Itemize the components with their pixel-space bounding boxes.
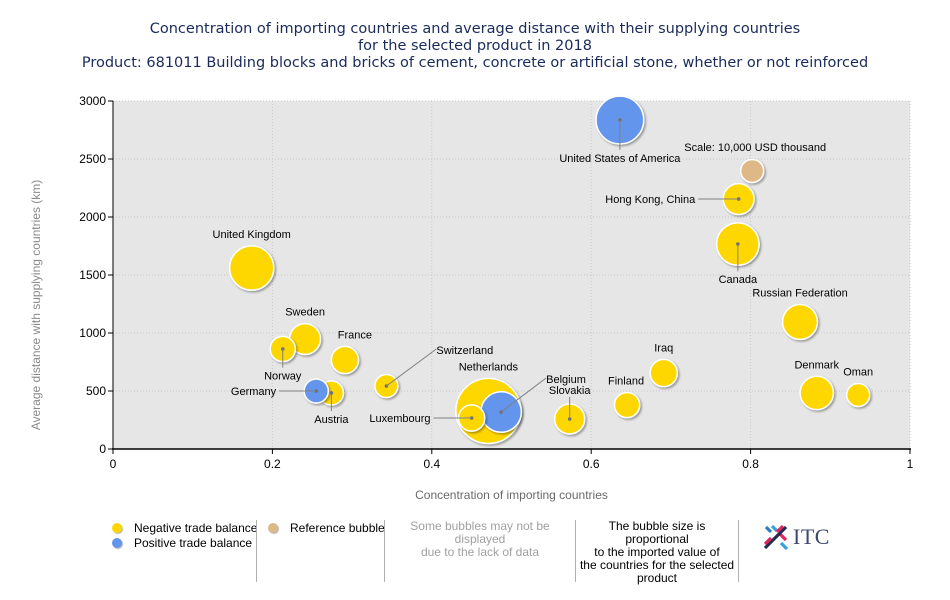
label-norway: Norway: [264, 371, 302, 383]
legend-item-negative: Negative trade balance: [112, 520, 257, 535]
label-united-kingdom: United Kingdom: [213, 229, 291, 241]
legend-divider: [575, 520, 576, 582]
x-tick-label: 0.2: [264, 457, 281, 471]
x-tick-label: 0.4: [423, 457, 440, 471]
x-tick-label: 0: [110, 457, 117, 471]
legend-divider: [738, 520, 739, 582]
bubble-iraq: [649, 358, 679, 388]
chart-title-line-3: Product: 681011 Building blocks and bric…: [81, 55, 869, 71]
label-switzerland: Switzerland: [436, 345, 493, 357]
y-axis-label: Average distance with supplying countrie…: [29, 180, 43, 431]
label-russian-federation: Russian Federation: [752, 288, 847, 300]
label-belgium: Belgium: [546, 374, 586, 386]
label-france: France: [338, 329, 372, 341]
bubble-center-dot: [469, 416, 474, 420]
label-leader-line: [500, 377, 547, 413]
bubble-russian-federation: [781, 303, 819, 341]
label-united-states-of-america: United States of America: [559, 153, 681, 165]
note-line: due to the lack of data: [420, 545, 540, 559]
axes: 0 0.2 0.4 0.6 0.8 1 0 500 1000 1500 2000 2500 3000: [79, 94, 913, 471]
label-germany: Germany: [231, 386, 277, 398]
label-slovakia: Slovakia: [549, 385, 591, 397]
itc-cross-logo-icon: [763, 524, 789, 550]
label-oman: Oman: [843, 366, 873, 378]
yellow-dot-icon: [112, 522, 122, 533]
legend-trade-balance: Negative trade balance Positive trade ba…: [112, 520, 257, 550]
label-austria: Austria: [314, 414, 349, 426]
note-line: Some bubbles may not be displayed: [410, 519, 550, 546]
y-tick-label: 500: [86, 384, 106, 398]
label-iraq: Iraq: [654, 342, 673, 354]
note-line: product: [636, 571, 678, 585]
itc-logo: ITC: [762, 524, 830, 550]
reference-bubble: [739, 158, 765, 184]
note-line: to the imported value of: [594, 545, 720, 559]
y-tick-label: 3000: [79, 94, 106, 108]
legend-label: Negative trade balance: [134, 520, 258, 535]
x-tick-label: 0.6: [583, 457, 600, 471]
bubble-oman: [845, 382, 871, 408]
chart-title-line-2: for the selected product in 2018: [358, 38, 592, 54]
label-denmark: Denmark: [794, 359, 839, 371]
note-line: The bubble size is proportional: [608, 519, 706, 546]
x-tick-label: 0.8: [742, 457, 759, 471]
label-sweden: Sweden: [285, 307, 325, 319]
itc-logo-text: ITC: [793, 524, 830, 549]
tan-dot-icon: [268, 522, 278, 533]
y-tick-label: 0: [99, 442, 106, 456]
reference-bubble-label: Scale: 10,000 USD thousand: [684, 142, 826, 154]
label-canada: Canada: [719, 274, 758, 286]
chart-title-line-1: Concentration of importing countries and…: [149, 21, 801, 37]
label-hong-kong-china: Hong Kong, China: [605, 194, 696, 206]
y-tick-label: 1000: [79, 326, 106, 340]
y-tick-label: 2000: [79, 210, 106, 224]
legend-item-reference: Reference bubble: [268, 520, 385, 535]
bubble-france: [330, 345, 360, 375]
label-leader-line: [386, 348, 437, 387]
legend-label: Positive trade balance: [134, 535, 253, 550]
y-tick-label: 2500: [79, 152, 106, 166]
label-netherlands: Netherlands: [459, 361, 519, 373]
bubble-united-kingdom: [228, 245, 275, 291]
legend-reference: Reference bubble: [268, 520, 385, 535]
legend-label: Reference bubble: [290, 520, 385, 535]
legend-item-positive: Positive trade balance: [112, 535, 257, 550]
legend-size-note: The bubble size is proportional to the i…: [577, 520, 737, 585]
x-axis-label: Concentration of importing countries: [415, 488, 608, 502]
bubble-finland: [613, 391, 641, 419]
y-tick-label: 1500: [79, 268, 106, 282]
blue-dot-icon: [112, 537, 122, 548]
label-finland: Finland: [608, 375, 644, 387]
x-tick-label: 1: [907, 457, 914, 471]
note-line: the countries for the selected: [579, 558, 735, 572]
label-luxembourg: Luxembourg: [369, 413, 430, 425]
bubble-labels: Scale: 10,000 USD thousand Netherlands Uni…: [213, 118, 873, 426]
bubble-chart: 0 0.2 0.4 0.6 0.8 1 0 500 1000 1500 2000 2500 3000 S…: [29, 94, 914, 502]
legend-divider: [384, 520, 385, 582]
legend-missing-data-note: Some bubbles may not be displayed due to…: [386, 520, 574, 559]
bubble-denmark: [799, 375, 835, 411]
legend-divider: [256, 520, 257, 582]
